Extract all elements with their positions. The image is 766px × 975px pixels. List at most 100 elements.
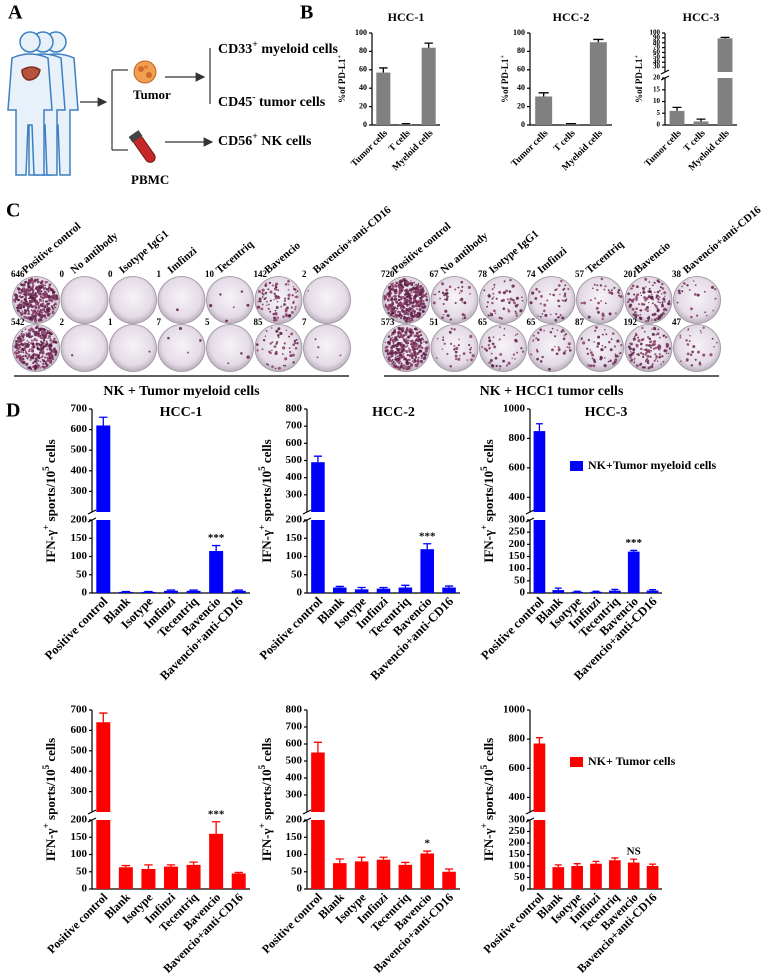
spot	[488, 339, 492, 343]
spot	[398, 295, 401, 299]
text-part: CD56	[218, 134, 252, 149]
spot	[568, 349, 572, 352]
spot	[395, 317, 398, 319]
spot	[651, 302, 654, 305]
spot	[688, 340, 691, 343]
spot	[292, 300, 295, 303]
bar	[717, 38, 733, 72]
spot	[54, 306, 57, 309]
spot	[397, 341, 400, 345]
spots	[13, 277, 59, 323]
spot	[513, 301, 516, 305]
spot	[408, 329, 410, 331]
spots	[481, 326, 525, 370]
spot	[15, 355, 19, 359]
spot	[534, 297, 538, 300]
spot	[411, 331, 414, 334]
spot	[647, 316, 651, 320]
spot	[415, 331, 419, 335]
spot	[401, 281, 403, 283]
spot	[668, 347, 671, 350]
spot	[394, 292, 397, 295]
spot	[587, 364, 590, 367]
spot	[33, 332, 37, 336]
spot	[422, 356, 426, 360]
spot	[422, 293, 426, 297]
axis-break	[302, 809, 312, 815]
spot	[469, 293, 471, 295]
spot	[34, 319, 38, 323]
y-tick-label: 100	[286, 550, 303, 562]
spot	[240, 290, 244, 293]
spot	[390, 307, 393, 310]
spot	[436, 337, 439, 340]
spot	[14, 297, 18, 301]
spot	[284, 297, 287, 300]
y-tick-label: 80	[653, 38, 661, 46]
spot	[613, 286, 616, 289]
spot	[36, 280, 40, 284]
spot	[658, 289, 661, 292]
spot	[422, 299, 425, 302]
spot	[240, 352, 243, 355]
axis-break	[87, 509, 97, 515]
spot	[409, 340, 412, 343]
bar	[552, 590, 565, 593]
spot	[393, 309, 395, 311]
spot	[506, 298, 509, 301]
error-bar	[335, 585, 344, 588]
spot	[400, 284, 403, 287]
spot	[558, 305, 561, 308]
spot	[557, 346, 560, 349]
spot	[412, 350, 417, 354]
spot	[487, 294, 489, 297]
spot	[407, 358, 410, 361]
spot	[690, 307, 693, 311]
spot	[462, 313, 466, 317]
spot	[293, 339, 297, 343]
spot	[393, 338, 395, 340]
spot	[659, 336, 661, 339]
spot	[394, 356, 398, 360]
spot	[406, 282, 410, 286]
spot	[614, 354, 618, 358]
spot	[643, 366, 646, 369]
spot	[531, 291, 535, 295]
spot	[405, 319, 408, 323]
spot	[317, 346, 320, 349]
error-bar	[211, 544, 221, 552]
x-tick-label: T cells	[552, 128, 578, 154]
spot	[658, 355, 662, 359]
spots	[227, 352, 250, 365]
spot	[499, 326, 501, 328]
spot	[643, 296, 647, 300]
y-tick-label: 500	[71, 444, 88, 456]
spot	[46, 364, 49, 367]
bar	[311, 820, 325, 889]
spot	[22, 333, 25, 336]
spot	[610, 289, 613, 292]
spot	[618, 292, 620, 295]
spot	[44, 362, 48, 365]
spot	[35, 305, 38, 307]
bar	[533, 431, 546, 512]
spot	[307, 290, 309, 292]
spot	[646, 306, 649, 309]
spots	[530, 327, 572, 371]
spot	[589, 349, 591, 351]
spot	[514, 334, 517, 336]
spot	[25, 289, 28, 292]
spot	[449, 318, 452, 321]
text-part: myeloid cells	[258, 42, 339, 57]
spot	[611, 332, 615, 335]
spot	[390, 334, 393, 336]
spot	[50, 305, 54, 308]
bar	[118, 591, 133, 593]
well-label: Bavencio+anti-CD16	[681, 204, 764, 276]
spot	[441, 316, 444, 320]
spot	[689, 335, 691, 337]
well-label: No antibody	[68, 230, 120, 277]
spot	[280, 305, 283, 308]
panel-label: D	[6, 400, 20, 422]
spot	[274, 318, 278, 322]
